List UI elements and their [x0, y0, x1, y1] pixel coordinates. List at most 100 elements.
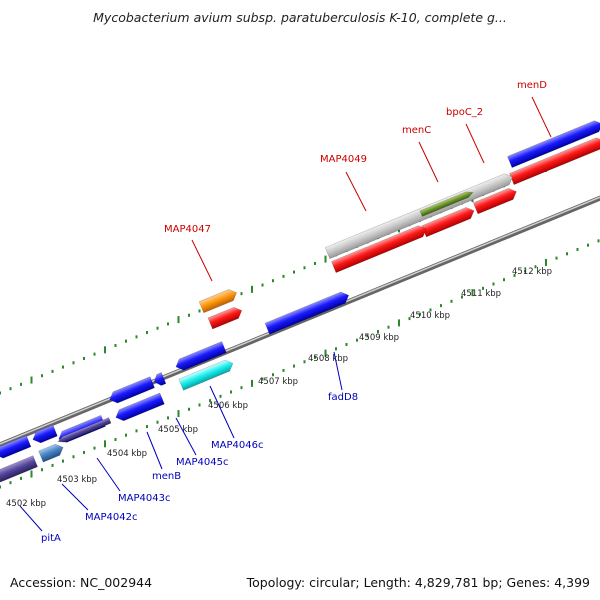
- minor-tick: [146, 331, 148, 335]
- minor-tick: [51, 463, 54, 467]
- minor-tick: [230, 390, 232, 394]
- steel-feature: [38, 443, 64, 463]
- scale-tick-label: 4503 kbp: [57, 475, 97, 485]
- menC-gene: [421, 207, 475, 238]
- minor-tick: [356, 338, 358, 342]
- minor-tick: [555, 256, 558, 260]
- small-blue-2: [32, 424, 58, 444]
- minor-tick: [9, 481, 12, 485]
- minor-tick: [125, 339, 127, 343]
- minor-tick: [293, 364, 295, 368]
- small-blue-feature: [154, 372, 167, 386]
- gene-label-map4043c: MAP4043c: [118, 493, 170, 504]
- MAP4049-gene: [331, 225, 427, 273]
- scale-tick-label: 4507 kbp: [258, 377, 298, 387]
- menD-gene: [509, 137, 600, 185]
- minor-tick: [114, 437, 117, 441]
- map-title: Mycobacterium avium subsp. paratuberculo…: [93, 10, 507, 25]
- minor-tick: [261, 283, 264, 287]
- minor-tick: [198, 309, 201, 313]
- gene-label-menc: menC: [402, 125, 431, 136]
- orange-feature: [198, 289, 237, 314]
- major-tick: [251, 379, 253, 387]
- major-tick: [30, 470, 33, 478]
- gene-label-fadd8: fadD8: [328, 392, 358, 403]
- minor-tick: [482, 286, 484, 290]
- minor-tick: [20, 476, 22, 480]
- minor-tick: [387, 325, 390, 329]
- minor-tick: [419, 312, 421, 316]
- genes: [0, 120, 600, 483]
- minor-tick: [156, 326, 159, 330]
- gene-label-pita: pitA: [41, 533, 61, 544]
- MAP4045c-gene: [175, 341, 227, 371]
- label-leader-line: [19, 505, 43, 532]
- minor-tick: [83, 356, 85, 360]
- major-tick: [104, 346, 106, 354]
- minor-tick: [93, 446, 96, 450]
- minor-tick: [366, 334, 369, 338]
- pitA-gene: [0, 455, 38, 483]
- minor-tick: [51, 369, 54, 373]
- minor-tick: [114, 343, 117, 347]
- minor-tick: [272, 279, 274, 283]
- minor-tick: [198, 403, 201, 407]
- major-tick: [30, 376, 33, 384]
- minor-tick: [503, 278, 505, 282]
- minor-tick: [345, 342, 348, 346]
- gene-label-map4049: MAP4049: [320, 154, 367, 165]
- label-leader-line: [146, 431, 163, 470]
- summary-text: Topology: circular; Length: 4,829,781 bp…: [246, 575, 590, 590]
- MAP4047-gene: [207, 306, 243, 330]
- gene-label-map4045c: MAP4045c: [176, 457, 228, 468]
- minor-tick: [534, 265, 537, 269]
- blue-track-2: [109, 376, 155, 404]
- minor-tick: [314, 355, 316, 359]
- label-leader-line: [175, 417, 197, 456]
- minor-tick: [125, 433, 127, 437]
- scale-tick-label: 4510 kbp: [410, 311, 450, 321]
- gene-label-menb: menB: [152, 471, 181, 482]
- minor-tick: [146, 425, 148, 429]
- minor-tick: [167, 416, 169, 420]
- gene-label-map4042c: MAP4042c: [85, 512, 137, 523]
- minor-tick: [576, 247, 579, 251]
- minor-tick: [314, 261, 316, 265]
- major-tick: [324, 349, 327, 357]
- scale-tick-label: 4505 kbp: [158, 425, 198, 435]
- gene-label-bpoc-2: bpoC_2: [446, 107, 483, 118]
- minor-tick: [62, 365, 64, 369]
- label-leader-line: [345, 171, 367, 212]
- major-tick: [177, 316, 180, 324]
- major-tick: [324, 255, 327, 263]
- minor-tick: [135, 335, 138, 339]
- scale-tick-label: 4508 kbp: [308, 354, 348, 364]
- minor-tick: [461, 295, 463, 299]
- major-tick: [177, 410, 180, 418]
- minor-tick: [524, 269, 526, 273]
- minor-tick: [303, 360, 306, 364]
- minor-tick: [335, 347, 337, 351]
- minor-tick: [41, 468, 43, 472]
- menB-gene: [115, 392, 165, 422]
- lower-tick-line: [0, 239, 600, 489]
- minor-tick: [408, 317, 411, 321]
- minor-tick: [93, 352, 96, 356]
- minor-tick: [41, 374, 43, 378]
- minor-tick: [282, 274, 285, 278]
- fadD8-gene: [264, 291, 350, 335]
- scale-tick-label: 4502 kbp: [6, 499, 46, 509]
- major-tick: [251, 285, 253, 293]
- minor-tick: [377, 330, 379, 334]
- label-leader-line: [418, 141, 439, 183]
- minor-tick: [9, 387, 12, 391]
- label-leader-line: [333, 351, 343, 391]
- minor-tick: [597, 239, 600, 243]
- scale-tick-label: 4512 kbp: [512, 267, 552, 277]
- minor-tick: [135, 429, 138, 433]
- gene-label-map4046c: MAP4046c: [211, 440, 263, 451]
- scale-tick-label: 4504 kbp: [107, 449, 147, 459]
- minor-tick: [219, 394, 222, 398]
- minor-tick: [62, 459, 64, 463]
